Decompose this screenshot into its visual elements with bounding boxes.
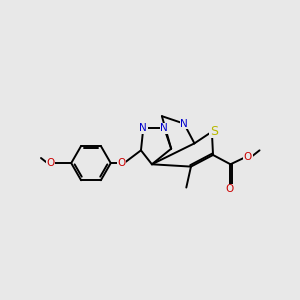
Text: O: O [117, 158, 125, 168]
Text: S: S [210, 125, 218, 138]
Text: N: N [180, 118, 188, 129]
Text: O: O [244, 152, 252, 162]
Text: N: N [160, 123, 168, 133]
Text: N: N [140, 123, 147, 133]
Text: O: O [225, 184, 233, 194]
Text: O: O [46, 158, 54, 168]
